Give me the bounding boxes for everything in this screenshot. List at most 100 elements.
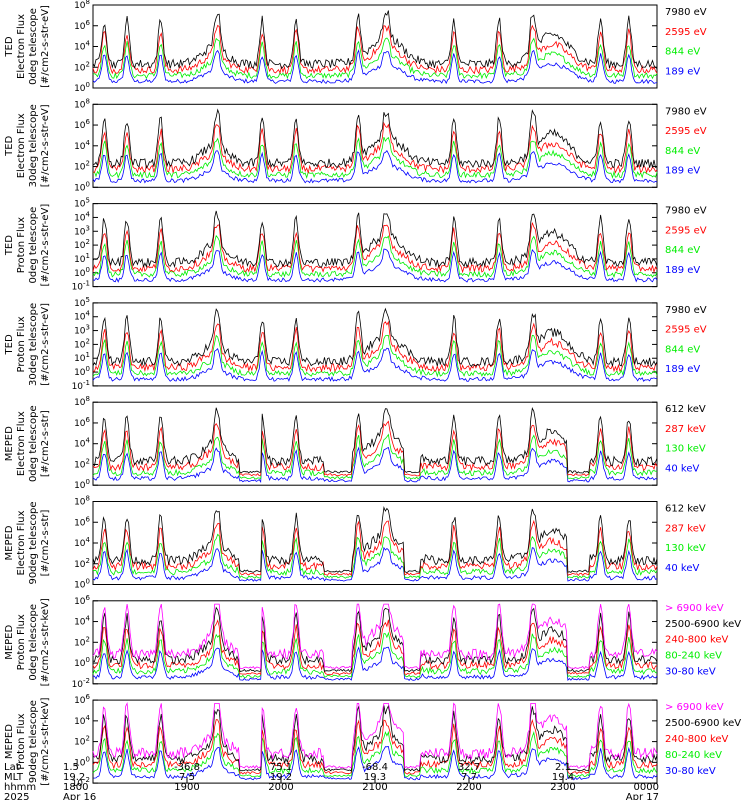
x-tick-label: 2100 xyxy=(362,782,387,793)
panel-title-line: Proton Flux xyxy=(16,713,27,769)
y-tick-label: 100 xyxy=(74,478,90,491)
legend-entry: 30-80 keV xyxy=(665,766,716,777)
series-line-green xyxy=(92,433,658,480)
y-tick-label: 100 xyxy=(74,266,90,279)
series-line-black xyxy=(92,108,658,169)
legend-entry: 189 eV xyxy=(665,166,700,177)
y-tick-label: 100 xyxy=(74,578,90,591)
y-tick-label: 106 xyxy=(74,594,90,607)
series-line-blue xyxy=(92,49,658,85)
panel-title-line: [#/cm2-s-str-keV] xyxy=(40,697,51,785)
y-tick-label: 106 xyxy=(74,416,90,429)
series-line-red xyxy=(92,519,658,577)
y-tick-label: 102 xyxy=(74,238,90,251)
y-tick-label: 106 xyxy=(74,118,90,131)
panel-title-line: MEPED xyxy=(4,426,15,461)
y-tick-label: 105 xyxy=(74,296,90,309)
panel-title-line: Proton Flux xyxy=(16,614,27,670)
y-tick-label: 104 xyxy=(74,40,90,53)
x-tick-label: 7.7 xyxy=(461,772,477,783)
y-tick-label: 102 xyxy=(74,60,90,73)
y-tick-label: 108 xyxy=(74,0,90,11)
y-tick-label: 10-2 xyxy=(72,677,90,690)
x-row-label: MLT xyxy=(4,772,24,783)
x-tick-label: 1800 xyxy=(63,782,88,793)
y-tick-label: 100 xyxy=(74,656,90,669)
panel-2: 100 102 104 106 108 TED Electron Flux 30deg tel… xyxy=(4,97,707,193)
panel-frame xyxy=(92,501,658,585)
y-tick-label: 104 xyxy=(74,210,90,223)
series-line-red xyxy=(92,222,658,274)
legend-entry: 2595 eV xyxy=(665,126,707,137)
x-tick-label: -36.8 xyxy=(174,762,200,773)
x-tick-label: 2200 xyxy=(456,782,481,793)
x-tick-label: 1.5 xyxy=(63,762,79,773)
panel-title: MEPED Electron Flux 0deg telescope [#/cm2-s… xyxy=(4,405,51,482)
series-line-green xyxy=(92,730,658,778)
series-line-blue xyxy=(92,347,657,382)
series-line-blue xyxy=(92,746,658,781)
x-tick-label: 19.2 xyxy=(63,772,85,783)
y-tick-label: 104 xyxy=(74,437,90,450)
y-tick-label: 101 xyxy=(74,351,90,364)
panel-title-line: Proton Flux xyxy=(16,217,27,273)
series-line-green xyxy=(92,136,658,179)
panel-title-line: MEPED xyxy=(4,724,15,759)
y-tick-label: 105 xyxy=(74,197,90,210)
panel-title: TED Proton Flux 0deg telescope [#/cm2-s-str… xyxy=(4,204,51,287)
y-tick-label: 103 xyxy=(74,324,90,337)
series-line-red xyxy=(92,24,658,75)
panel-title-line: [#/cm2-s-str] xyxy=(40,509,51,576)
x-row-label: hhmm xyxy=(4,782,36,793)
x-tick-label: 19.2 xyxy=(270,772,292,783)
legend-entry: 189 eV xyxy=(665,265,700,276)
x-tick-label: 2.1 xyxy=(555,762,571,773)
y-tick-label: 108 xyxy=(74,395,90,408)
x-row-label: 2025 xyxy=(4,792,29,800)
x-tick-label: 1900 xyxy=(174,782,199,793)
legend-entry: 2595 eV xyxy=(665,225,707,236)
series-line-red xyxy=(92,320,658,373)
panel-title-line: 0deg telescope xyxy=(28,207,39,284)
series-line-red xyxy=(92,619,658,676)
legend-entry: 130 keV xyxy=(665,444,706,455)
panel-title-line: Proton Flux xyxy=(16,316,27,372)
x-tick-label: 32.7 xyxy=(458,762,480,773)
legend-entry: 844 eV xyxy=(665,47,700,58)
legend-entry: 844 eV xyxy=(665,245,700,256)
panel-title-line: [#/cm2-s-str] xyxy=(40,410,51,477)
y-tick-label: 108 xyxy=(74,495,90,508)
legend-entry: 2500-6900 keV xyxy=(665,619,741,630)
panel-title-line: 90deg telescope xyxy=(28,700,39,783)
y-tick-label: 102 xyxy=(74,735,90,748)
y-tick-label: 100 xyxy=(74,365,90,378)
y-tick-label: 104 xyxy=(74,139,90,152)
legend-entry: 844 eV xyxy=(665,146,700,157)
legend-entry: 2500-6900 keV xyxy=(665,718,741,729)
series-line-blue xyxy=(93,646,658,682)
panel-title-line: MEPED xyxy=(4,625,15,660)
panel-7: 10-2 100 102 104 106 MEPED Proton Flux 0deg tel… xyxy=(4,594,741,690)
panel-title-line: [#/cm2-s-str-eV] xyxy=(40,303,51,386)
legend-entry: 40 keV xyxy=(665,463,699,474)
panel-title-line: [#/cm2-s-str-eV] xyxy=(40,5,51,88)
series-line-green xyxy=(92,533,658,579)
legend-entry: 844 eV xyxy=(665,344,700,355)
legend-entry: 189 eV xyxy=(665,66,700,77)
panel-title: TED Proton Flux 30deg telescope [#/cm2-s-st… xyxy=(4,303,51,386)
series-line-blue xyxy=(92,446,658,484)
series-line-magenta xyxy=(92,603,658,670)
panel-title: MEPED Electron Flux 90deg telescope [#/cm2-… xyxy=(4,501,51,584)
panel-title: MEPED Proton Flux 0deg telescope [#/cm2-s-s… xyxy=(4,598,51,686)
y-tick-label: 106 xyxy=(74,19,90,32)
series-line-black xyxy=(92,210,658,269)
x-tick-label: -68.4 xyxy=(362,762,388,773)
y-tick-label: 104 xyxy=(74,615,90,628)
series-line-black xyxy=(92,307,658,368)
legend-entry: > 6900 keV xyxy=(665,702,724,713)
panel-title-line: 90deg telescope xyxy=(28,501,39,584)
x-row-label: Lat xyxy=(4,762,20,773)
legend-entry: 7980 eV xyxy=(665,206,707,217)
